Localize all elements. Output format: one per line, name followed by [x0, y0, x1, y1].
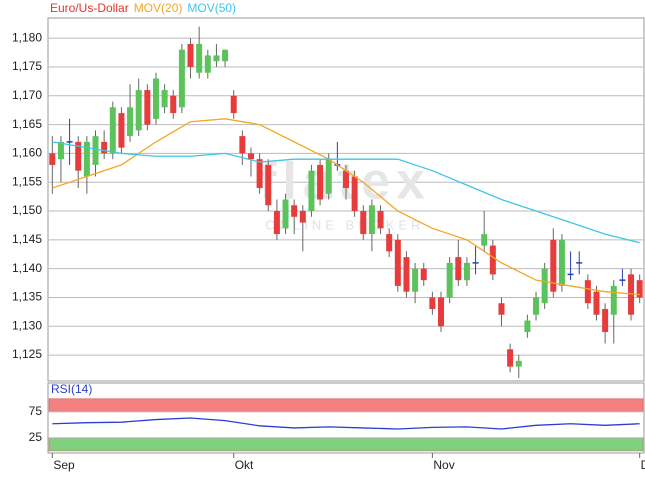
candle-body	[118, 113, 125, 148]
y-tick-label: 1,145	[12, 232, 42, 246]
candle-body	[386, 234, 393, 252]
candle-body	[187, 43, 194, 67]
candle-body	[489, 245, 496, 275]
candle-body	[49, 153, 56, 165]
candle-body	[135, 90, 142, 131]
candle-body	[602, 308, 609, 333]
candle-body	[222, 49, 229, 62]
candle-body	[144, 90, 151, 125]
candle-body	[325, 159, 332, 194]
y-tick-label: 1,130	[12, 318, 42, 332]
candle-body	[196, 43, 203, 73]
candle-body	[498, 303, 505, 315]
candle-body	[377, 211, 384, 229]
candle-body	[541, 268, 548, 304]
candle-body	[524, 320, 531, 333]
y-tick-label: 25	[29, 430, 43, 444]
candle-body	[161, 90, 168, 108]
candle-body	[420, 268, 427, 281]
candle-body	[127, 107, 134, 137]
candle-body	[273, 211, 280, 235]
candle-body	[282, 199, 289, 229]
candle-body	[463, 262, 470, 281]
candle-body	[75, 141, 82, 171]
candle-body	[152, 78, 159, 119]
candle-body	[256, 159, 263, 188]
line	[52, 118, 640, 296]
candle-body	[291, 205, 298, 217]
y-tick-label: 1,165	[12, 117, 42, 131]
candle-body	[109, 107, 116, 154]
candle-body	[610, 285, 617, 315]
y-tick-label: 1,140	[12, 261, 42, 275]
candle-body	[308, 170, 315, 212]
line	[52, 417, 640, 430]
candle-body	[481, 234, 488, 246]
x-tick-label: Okt	[235, 458, 254, 472]
candle-body	[533, 297, 540, 315]
candle-body	[558, 239, 565, 286]
y-tick-label: 75	[29, 404, 43, 418]
candle-body	[343, 170, 349, 188]
y-tick-label: 1,175	[12, 59, 42, 73]
band	[48, 398, 644, 413]
legend-entry: Euro/Us-Dollar	[50, 1, 129, 15]
candle-body	[438, 297, 445, 327]
candle-body	[170, 95, 177, 114]
candle-body	[446, 262, 453, 298]
candle-body	[515, 360, 522, 367]
y-tick-label: 1,180	[12, 30, 42, 44]
candle-body	[204, 55, 211, 73]
candle-body	[317, 164, 324, 200]
legend-entry: RSI(14)	[51, 382, 92, 396]
candle-body	[351, 176, 358, 212]
line	[52, 141, 640, 244]
candle-body	[507, 349, 514, 367]
candle-body	[403, 257, 410, 292]
candle-body	[239, 136, 246, 154]
candle-body	[429, 297, 436, 309]
candle-body	[412, 268, 419, 292]
band	[48, 437, 644, 452]
candle-body	[178, 49, 185, 108]
candle-body	[230, 95, 237, 114]
candle-body	[265, 164, 272, 206]
candle-body	[455, 257, 462, 281]
watermark-sub: ONLINE BROKER	[266, 217, 425, 232]
candle-body	[368, 205, 375, 235]
candle-body	[299, 211, 306, 223]
candle-body	[247, 153, 254, 160]
x-tick-label: Sep	[53, 458, 75, 472]
y-tick-label: 1,135	[12, 290, 42, 304]
candle-body	[550, 239, 557, 292]
y-tick-label: 1,155	[12, 174, 42, 188]
candle-body	[636, 280, 643, 298]
y-tick-label: 1,125	[12, 347, 42, 361]
candle-body	[584, 280, 591, 304]
legend-entry: MOV(20)	[134, 1, 183, 15]
candle-body	[92, 136, 99, 165]
candle-body	[593, 291, 600, 315]
y-tick-label: 1,170	[12, 88, 42, 102]
legend-entry: MOV(50)	[187, 1, 236, 15]
candle-body	[360, 211, 367, 235]
candle-body	[628, 274, 635, 315]
candle-body	[101, 141, 108, 154]
y-tick-label: 1,150	[12, 203, 42, 217]
candle-body	[57, 141, 64, 160]
y-tick-label: 1,160	[12, 146, 42, 160]
candle-body	[394, 239, 401, 286]
x-tick-label: D	[641, 458, 645, 472]
candle-body	[213, 55, 220, 62]
candle-body	[83, 141, 90, 177]
x-tick-label: Nov	[433, 458, 454, 472]
